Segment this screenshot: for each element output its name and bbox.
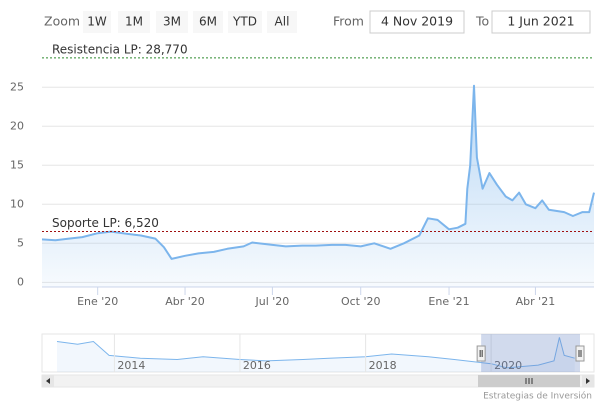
navigator-handle[interactable] — [575, 345, 585, 362]
line — [41, 84, 595, 260]
y-tick-label: 5 — [17, 236, 24, 249]
zoom-button[interactable]: 1W — [83, 11, 111, 33]
range-selector: Zoom 1W 1M 3M 6M YTD All From 4 Nov 2019… — [44, 10, 591, 34]
y-tick-label: 10 — [10, 197, 24, 210]
from-label: From — [333, 14, 364, 29]
handle-grip — [479, 350, 483, 357]
navigator-mask — [481, 334, 580, 372]
x-tick-label: Ene '20 — [77, 295, 118, 308]
scroll-grip — [525, 378, 533, 384]
navigator-area — [57, 337, 575, 372]
y-tick-label: 0 — [17, 275, 24, 288]
x-tick-label: Jul '20 — [255, 295, 290, 308]
zoom-button-label[interactable]: 3M — [163, 15, 181, 29]
x-tick-label: Abr '20 — [165, 295, 205, 308]
zoom-button-label[interactable]: 1M — [125, 15, 143, 29]
plot-line-label: Soporte LP: 6,520 — [52, 216, 159, 230]
zoom-button-label[interactable]: 6M — [199, 15, 217, 29]
navigator-tick-label: 2016 — [243, 359, 271, 372]
from-input[interactable] — [369, 10, 465, 34]
y-tick-label: 20 — [10, 119, 24, 132]
scrollbar[interactable] — [41, 374, 595, 388]
zoom-button[interactable]: 1M — [118, 11, 150, 33]
navigator-line — [56, 337, 575, 369]
zoom-button[interactable]: 6M — [193, 11, 223, 33]
zoom-button-label[interactable]: All — [275, 15, 290, 29]
x-tick-label: Abr '21 — [516, 295, 556, 308]
plot-area: 0 5 10 15 20 25 Ene '20 Abr '20 Jul '20 Oct '20 En… — [10, 42, 595, 308]
scroll-arrow — [46, 378, 50, 384]
to-input[interactable] — [491, 10, 591, 34]
navigator-frame — [41, 333, 595, 373]
x-tick-label: Ene '21 — [428, 295, 469, 308]
area — [42, 85, 594, 287]
zoom-button[interactable]: 3M — [156, 11, 188, 33]
zoom-button-label[interactable]: YTD — [232, 15, 257, 29]
zoom-label: Zoom — [44, 14, 80, 29]
plot-line-label: Resistencia LP: 28,770 — [52, 42, 188, 56]
navigator-tick-label: 2014 — [117, 359, 145, 372]
navigator-handle[interactable] — [476, 345, 486, 362]
y-tick-label: 15 — [10, 158, 24, 171]
from-value[interactable]: 4 Nov 2019 — [381, 14, 453, 29]
handle-grip — [578, 350, 582, 357]
to-value[interactable]: 1 Jun 2021 — [507, 14, 574, 29]
zoom-button[interactable]: YTD — [228, 11, 262, 33]
zoom-button[interactable]: All — [267, 11, 297, 33]
zoom-button-label[interactable]: 1W — [87, 15, 107, 29]
credits: Estrategias de Inversión — [483, 391, 592, 402]
to-label: To — [475, 14, 489, 29]
y-tick-label: 25 — [10, 80, 24, 93]
navigator-tick-label: 2018 — [369, 359, 397, 372]
scroll-arrow — [586, 378, 590, 384]
x-tick-label: Oct '20 — [341, 295, 381, 308]
